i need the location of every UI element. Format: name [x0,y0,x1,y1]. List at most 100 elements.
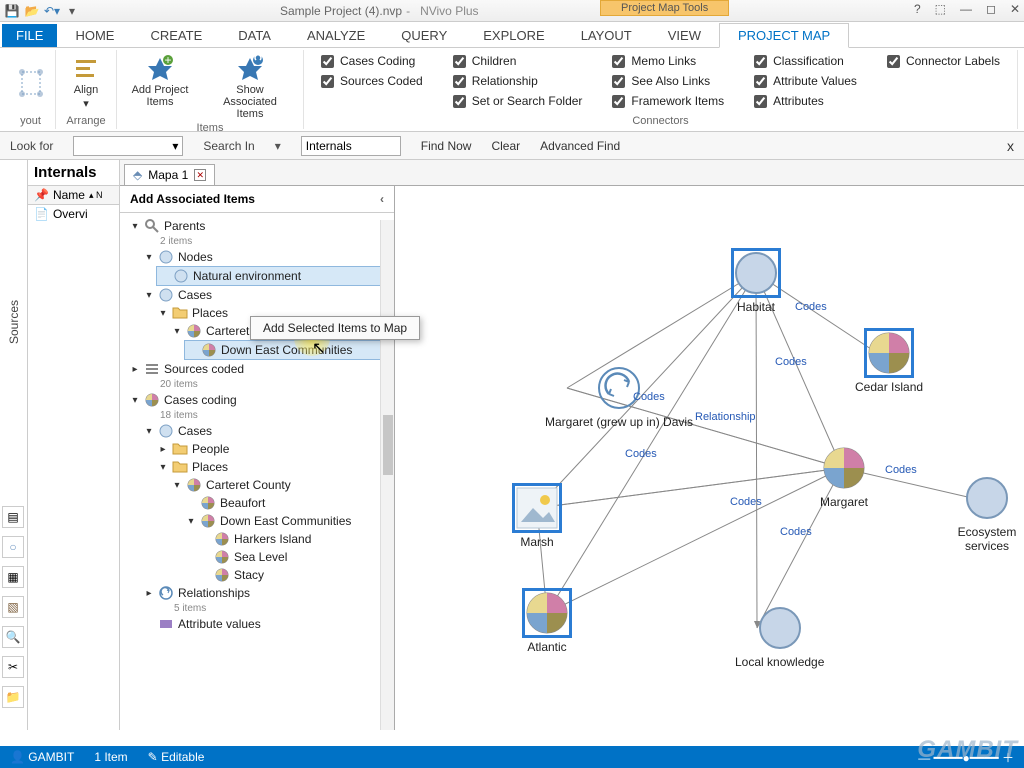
tree-item-cases[interactable]: ▾Cases [142,422,390,440]
edge-label: Codes [885,464,917,476]
rail-search-icon[interactable]: 🔍 [2,626,24,648]
nav-column-header[interactable]: 📌 Name ▴ N [28,186,119,205]
tree-item-parents[interactable]: ▾Parents [128,217,390,235]
tree-scrollbar[interactable] [380,220,394,730]
tree-item-people[interactable]: ▸People [156,440,390,458]
ribbon-tab-analyze[interactable]: ANALYZE [289,24,383,47]
chk-memo-links[interactable]: Memo Links [612,54,724,68]
tree-item-places[interactable]: ▾Places [156,458,390,476]
chk-classification[interactable]: Classification [754,54,857,68]
ribbon-collapse-icon[interactable]: ⬚ [935,2,946,16]
rail-scissors-icon[interactable]: ✂ [2,656,24,678]
associated-items-panel: Add Associated Items ‹ ▾Parents2 items▾N… [120,186,395,730]
map-node-habitat[interactable]: Habitat [734,251,778,314]
advanced-find-link[interactable]: Advanced Find [540,139,620,153]
ribbon: yout Align▾ Arrange + Add Project Items … [0,48,1024,132]
searchin-combo[interactable]: Internals [301,136,401,156]
tree-item-down-east-communities[interactable]: ▾Down East Communities [184,512,390,530]
find-close-icon[interactable]: x [1007,138,1014,154]
file-tab[interactable]: FILE [2,24,57,47]
nav-header: Internals [28,160,119,186]
lookfor-combo[interactable]: ▾ [73,136,183,156]
chk-attributes[interactable]: Attributes [754,94,857,108]
map-node-atlantic[interactable]: Atlantic [525,591,569,654]
rail-stack-icon[interactable]: ▧ [2,596,24,618]
context-menu-item[interactable]: Add Selected Items to Map [263,321,407,335]
maximize-icon[interactable]: ◻ [986,2,996,16]
tree-item-attribute-values[interactable]: Attribute values [142,615,390,633]
ribbon-tab-query[interactable]: QUERY [383,24,465,47]
close-icon[interactable]: ✕ [1010,2,1020,16]
tree-item-down-east-communities[interactable]: Down East Communities [184,340,390,360]
tree-item-cases-coding[interactable]: ▾Cases coding [128,391,390,409]
map-node-cedar[interactable]: Cedar Island [855,331,923,394]
ribbon-tab-home[interactable]: HOME [57,24,132,47]
scroll-thumb[interactable] [383,415,393,475]
chk-cases-coding[interactable]: Cases Coding [321,54,423,68]
ribbon-tab-project-map[interactable]: PROJECT MAP [719,23,849,48]
rail-toolbar: ▤ ○ ▦ ▧ 🔍 ✂ 📁 [2,506,24,708]
align-button[interactable]: Align▾ [64,52,108,112]
sources-rail-label[interactable]: Sources [7,300,21,344]
help-icon[interactable]: ? [914,2,921,16]
zoom-controls[interactable]: — ━━━━●━━━━ ＋ [918,749,1014,766]
layout-icon[interactable] [14,64,48,104]
map-node-marsh[interactable]: Marsh [515,486,559,549]
ribbon-tab-view[interactable]: VIEW [650,24,719,47]
find-bar: › Look for ▾ Search In ▾ Internals Find … [0,132,1024,160]
edge-label: Codes [775,356,807,368]
status-editable: ✎ Editable [148,750,205,764]
chk-sources-coded[interactable]: Sources Coded [321,74,423,88]
tab-close-icon[interactable]: ✕ [194,169,206,181]
minimize-icon[interactable]: ― [960,2,972,16]
undo-icon[interactable]: ↶▾ [44,3,60,19]
rail-layers-icon[interactable]: ▤ [2,506,24,528]
map-node-margaret[interactable]: Margaret [820,446,868,509]
show-associated-items-button[interactable]: Show Associated Items [205,52,295,122]
doc-tab-mapa1[interactable]: ⬘ Mapa 1 ✕ [124,164,215,185]
tree-item-beaufort[interactable]: Beaufort [184,494,390,512]
chk-connector-labels[interactable]: Connector Labels [887,54,1000,68]
tree-item-natural-environment[interactable]: Natural environment [156,266,390,286]
rail-circle-icon[interactable]: ○ [2,536,24,558]
ribbon-tab-explore[interactable]: EXPLORE [465,24,562,47]
nav-row-overview[interactable]: 📄 Overvi [28,205,119,223]
contextual-tools-tab[interactable]: Project Map Tools [600,0,729,16]
rail-grid-icon[interactable]: ▦ [2,566,24,588]
context-menu[interactable]: Add Selected Items to Map [250,316,420,340]
map-node-ecosystem[interactable]: Ecosystem services [950,476,1024,553]
chk-framework-items[interactable]: Framework Items [612,94,724,108]
tree-item-carteret-county[interactable]: ▾Carteret County [170,476,390,494]
ribbon-tab-layout[interactable]: LAYOUT [563,24,650,47]
chk-relationship[interactable]: Relationship [453,74,583,88]
chk-attribute-values[interactable]: Attribute Values [754,74,857,88]
tree-view[interactable]: ▾Parents2 items▾NodesNatural environment… [120,213,394,723]
qat-dropdown-icon[interactable]: ▾ [64,3,80,19]
tree-item-stacy[interactable]: Stacy [198,566,390,584]
status-items: 1 Item [94,750,127,764]
open-icon[interactable]: 📂 [24,3,40,19]
save-icon[interactable]: 💾 [4,3,20,19]
tree-item-cases[interactable]: ▾Cases [142,286,390,304]
quick-access-toolbar: 💾 📂 ↶▾ ▾ [4,3,80,19]
map-edges [395,186,1024,730]
map-canvas[interactable]: Habitat Cedar Island Margaret (grew up in)… [395,186,1024,730]
panel-collapse-icon[interactable]: ‹ [380,192,384,206]
clear-link[interactable]: Clear [491,139,520,153]
chk-set-or-search-folder[interactable]: Set or Search Folder [453,94,583,108]
find-now-link[interactable]: Find Now [421,139,472,153]
add-project-items-button[interactable]: + Add Project Items [125,52,195,110]
tree-item-harkers-island[interactable]: Harkers Island [198,530,390,548]
chk-see-also-links[interactable]: See Also Links [612,74,724,88]
tree-item-nodes[interactable]: ▾Nodes [142,248,390,266]
tree-item-relationships[interactable]: ▸Relationships [142,584,390,602]
status-user: 👤 GAMBIT [10,750,74,764]
chk-children[interactable]: Children [453,54,583,68]
tree-item-sea-level[interactable]: Sea Level [198,548,390,566]
tree-item-sources-coded[interactable]: ▸Sources coded [128,360,390,378]
map-node-local[interactable]: Local knowledge [735,606,824,669]
ribbon-tab-data[interactable]: DATA [220,24,289,47]
map-node-margaret_davis[interactable]: Margaret (grew up in) Davis [545,366,693,429]
rail-folder-icon[interactable]: 📁 [2,686,24,708]
ribbon-tab-create[interactable]: CREATE [132,24,220,47]
